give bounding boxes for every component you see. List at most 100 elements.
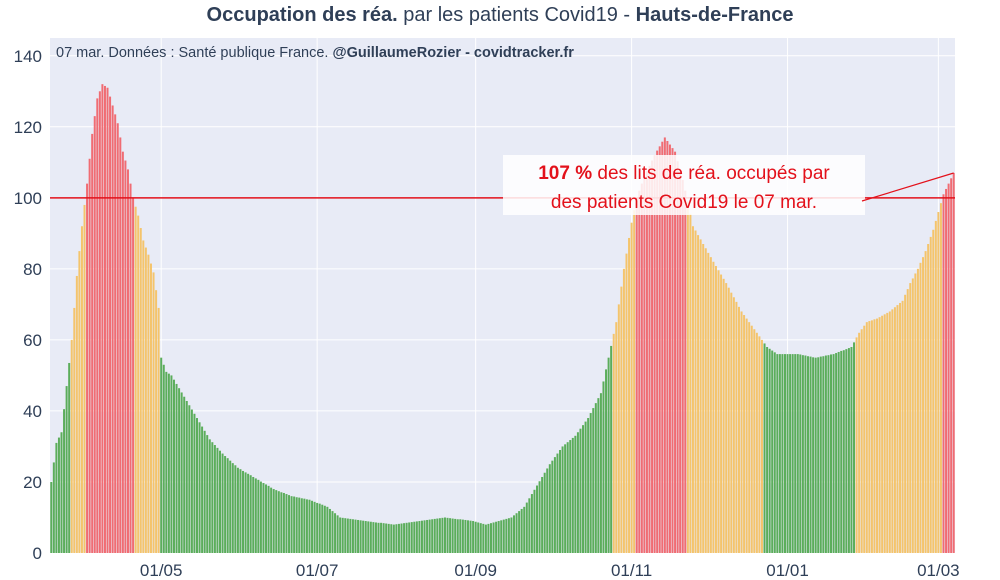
bar (863, 325, 866, 553)
bar (50, 481, 53, 553)
bar (344, 518, 347, 553)
bar (456, 519, 459, 553)
y-tick-label: 40 (23, 402, 42, 421)
bar (231, 463, 234, 553)
bar (502, 519, 505, 553)
y-tick-label: 100 (14, 189, 42, 208)
bar (221, 453, 224, 553)
bar (290, 496, 293, 553)
bar (510, 517, 513, 553)
bar (415, 521, 418, 553)
bar (551, 460, 554, 553)
annotation-text-1: des lits de réa. occupés par (592, 163, 830, 184)
bar (60, 432, 63, 553)
bar (597, 398, 600, 553)
title-bold-main: Occupation des réa. (206, 4, 398, 26)
bar (203, 430, 206, 553)
bar (367, 521, 370, 553)
subtitle-source: 07 mar. Données : Santé publique France. (56, 45, 332, 61)
bar (88, 158, 91, 553)
bar (101, 84, 104, 554)
bar (645, 171, 648, 553)
bar (722, 278, 725, 553)
bar (896, 305, 899, 553)
bar (392, 524, 395, 553)
bar (318, 503, 321, 553)
y-tick-label: 60 (23, 331, 42, 350)
bar (149, 263, 152, 553)
bar (832, 354, 835, 553)
bar (801, 355, 804, 553)
bar (556, 453, 559, 553)
bar (791, 354, 794, 553)
bar (809, 356, 812, 553)
bar (939, 203, 942, 553)
bar (541, 476, 544, 553)
bar (162, 364, 165, 553)
bar (750, 325, 753, 553)
bar (382, 523, 385, 553)
bar (75, 275, 78, 553)
bar (126, 169, 129, 553)
bar (198, 422, 201, 553)
bar (674, 151, 677, 553)
bar (469, 520, 472, 553)
bar (265, 484, 268, 553)
bar (730, 292, 733, 553)
bar (178, 388, 181, 553)
bar (835, 353, 838, 553)
bar (93, 116, 96, 553)
bar (70, 339, 73, 553)
bar (763, 343, 766, 553)
bar (341, 517, 344, 553)
bar (305, 499, 308, 553)
bar (303, 498, 306, 553)
bar (334, 513, 337, 553)
bar (858, 332, 861, 553)
bar (658, 146, 661, 553)
bar (615, 322, 618, 553)
bar (569, 440, 572, 553)
bar (876, 318, 879, 553)
bar (515, 513, 518, 553)
bar (548, 464, 551, 553)
bar (211, 442, 214, 553)
bar (397, 523, 400, 553)
bar (288, 495, 291, 553)
bar (454, 518, 457, 553)
bar (830, 354, 832, 553)
bar (208, 439, 211, 553)
bar (436, 518, 439, 553)
bar (372, 522, 375, 553)
bar (390, 524, 393, 553)
bar (466, 520, 469, 553)
bar (784, 354, 786, 553)
bar (702, 244, 705, 553)
bar (766, 347, 769, 553)
bar (694, 230, 697, 553)
bar (837, 351, 840, 553)
bar (748, 322, 751, 553)
bar (262, 483, 265, 553)
bar (308, 499, 311, 553)
bar (668, 144, 671, 554)
bar (737, 306, 740, 553)
bar (114, 114, 117, 554)
bar (132, 197, 135, 553)
bar (380, 522, 383, 553)
annotation: 107 % des lits de réa. occupés par des p… (503, 155, 954, 215)
bar (464, 519, 467, 553)
bar (886, 312, 889, 553)
bar (709, 257, 712, 553)
bar (359, 520, 362, 553)
bar (758, 336, 761, 553)
bar (735, 301, 738, 553)
bar (753, 329, 756, 553)
bar (934, 220, 937, 553)
bar (635, 197, 638, 553)
bar (346, 518, 349, 553)
bar (484, 524, 487, 553)
bar (530, 494, 533, 553)
bar (479, 523, 482, 553)
bar (492, 522, 495, 553)
